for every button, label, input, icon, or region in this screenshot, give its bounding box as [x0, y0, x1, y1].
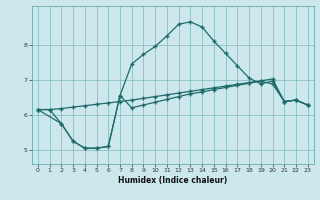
- X-axis label: Humidex (Indice chaleur): Humidex (Indice chaleur): [118, 176, 228, 185]
